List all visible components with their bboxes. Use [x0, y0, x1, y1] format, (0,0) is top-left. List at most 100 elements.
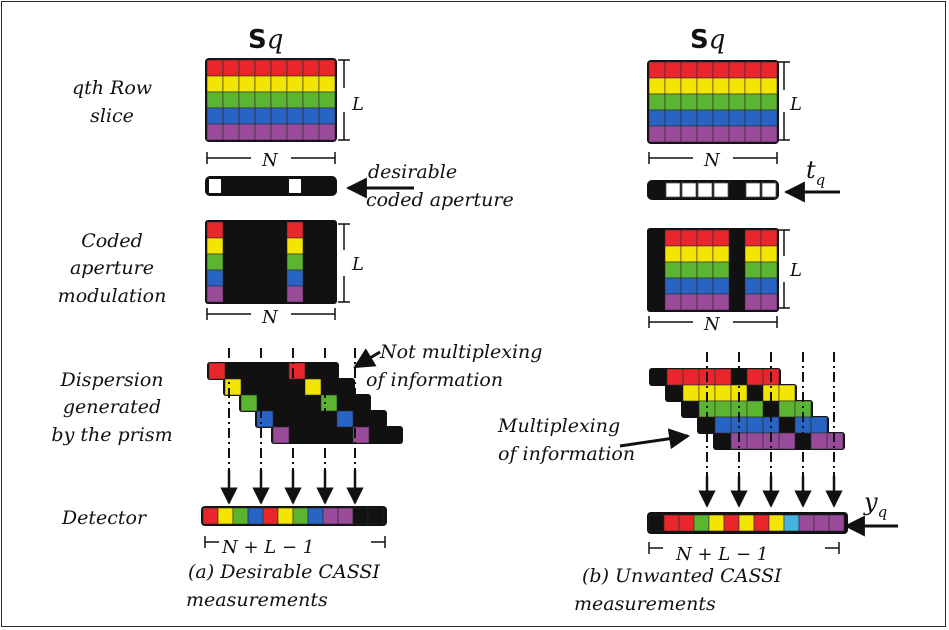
cube-cell [302, 107, 320, 125]
cube-cell [206, 91, 224, 109]
dispersed-cell [778, 384, 796, 402]
dispersed-cell [810, 432, 828, 450]
cube-cell [760, 93, 778, 111]
cube-cell [760, 61, 778, 79]
modulation-label-3: modulation [58, 285, 167, 307]
cube-cell [286, 107, 304, 125]
row-slice-label-2: slice [90, 105, 134, 127]
dispersed-cell [746, 432, 764, 450]
left-caption-2: measurements [186, 589, 328, 611]
cube-cell [664, 93, 682, 111]
multiplexing-label-1: Multiplexing [497, 415, 620, 437]
dispersed-cell [746, 368, 764, 386]
cube-cell [760, 277, 778, 295]
detector-pixel [648, 514, 665, 532]
cube-cell [286, 269, 304, 287]
cube-cell [286, 75, 304, 93]
cube-cell [648, 125, 666, 143]
right-detector-arrows [698, 476, 843, 508]
dispersed-cell [810, 416, 828, 434]
cube-cell [254, 91, 272, 109]
cube-cell [222, 107, 240, 125]
coded-aperture-label-2: coded aperture [366, 189, 514, 211]
cube-cell [696, 277, 714, 295]
cube-cell [286, 237, 304, 255]
cube-cell [680, 61, 698, 79]
cube-cell [760, 293, 778, 311]
cube-cell [696, 245, 714, 263]
dispersed-cell [240, 394, 258, 412]
cube-cell [744, 261, 762, 279]
aperture-open [681, 182, 697, 198]
detector-pixel [277, 507, 294, 525]
cube-cell [680, 277, 698, 295]
dispersed-cell [224, 378, 242, 396]
dispersion-label-3: by the prism [51, 424, 172, 446]
cube-cell [728, 61, 746, 79]
aperture-open [745, 182, 761, 198]
cube-cell [712, 61, 730, 79]
detector-pixel [783, 514, 800, 532]
cube-cell [318, 59, 336, 77]
row-slice-label-1: qth Row [72, 77, 152, 99]
dispersed-cell [288, 362, 306, 380]
dispersed-cell [352, 426, 370, 444]
detector-pixel [307, 507, 324, 525]
cube-cell [712, 77, 730, 95]
aperture-open [761, 182, 777, 198]
cube-cell [648, 93, 666, 111]
y-label-y: y [863, 488, 878, 516]
modulation-label-2: aperture [70, 257, 154, 279]
cube-cell [238, 59, 256, 77]
cube-cell [760, 229, 778, 247]
cube-cell [664, 61, 682, 79]
dispersed-cell [682, 368, 700, 386]
cube-cell [664, 109, 682, 127]
cube-cell [712, 277, 730, 295]
cube-cell [680, 229, 698, 247]
t-label: tq [806, 156, 825, 189]
coded-aperture-label-1: desirable [368, 161, 457, 183]
cube-cell [696, 77, 714, 95]
detector-pixel [693, 514, 710, 532]
cube-cell [664, 245, 682, 263]
right-modulated-grid [647, 228, 779, 312]
cube-cell [286, 285, 304, 303]
cube-cell [206, 59, 224, 77]
cube-cell [238, 107, 256, 125]
cube-cell [744, 277, 762, 295]
dispersed-cell [272, 426, 290, 444]
cube-cell [318, 107, 336, 125]
detector-pixel [723, 514, 740, 532]
aperture-open [713, 182, 729, 198]
cube-cell [238, 91, 256, 109]
cube-cell [318, 123, 336, 141]
cube-cell [728, 125, 746, 143]
cube-cell [712, 245, 730, 263]
aperture-frame [205, 176, 337, 196]
right-caption-2: measurements [574, 593, 716, 615]
cube-cell [238, 123, 256, 141]
dispersed-cell [746, 416, 764, 434]
dispersed-cell [256, 410, 274, 428]
cube-cell [744, 125, 762, 143]
dispersed-band [223, 378, 355, 396]
right-dim-N-1: N [703, 150, 721, 171]
right-detector [647, 512, 848, 534]
dispersed-cell [666, 368, 684, 386]
right-dispersion [649, 352, 845, 476]
cube-cell [286, 123, 304, 141]
left-dispersion [207, 348, 403, 470]
left-title: Sq [248, 25, 283, 55]
left-modulation-dimensions [206, 223, 350, 320]
dispersed-cell [714, 400, 732, 418]
cube-cell [744, 229, 762, 247]
dispersed-cell [714, 368, 732, 386]
left-dim-L-2: L [351, 254, 364, 275]
cube-cell [206, 285, 224, 303]
cube-cell [760, 109, 778, 127]
cube-cell [728, 77, 746, 95]
cube-cell [270, 59, 288, 77]
cube-cell [696, 61, 714, 79]
